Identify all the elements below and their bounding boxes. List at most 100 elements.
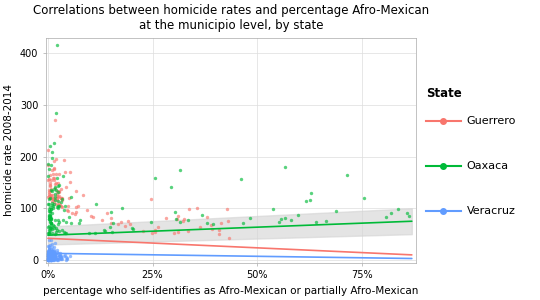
Point bbox=[49, 193, 58, 197]
Point bbox=[46, 250, 55, 255]
Point bbox=[203, 214, 212, 219]
Point bbox=[51, 171, 60, 176]
Point bbox=[45, 253, 53, 258]
Point bbox=[48, 248, 56, 252]
Point bbox=[45, 252, 53, 257]
Point bbox=[46, 219, 55, 224]
Point bbox=[48, 251, 57, 256]
Point bbox=[54, 218, 63, 223]
Point bbox=[76, 218, 85, 223]
Point bbox=[44, 253, 53, 257]
Point bbox=[49, 204, 57, 208]
Point bbox=[46, 220, 55, 225]
Point bbox=[45, 256, 54, 261]
Point bbox=[46, 257, 55, 262]
Point bbox=[126, 221, 134, 226]
Point bbox=[55, 194, 64, 199]
Point bbox=[217, 220, 226, 225]
Point bbox=[46, 220, 55, 225]
Point bbox=[48, 248, 56, 253]
Point bbox=[287, 218, 296, 222]
Point bbox=[46, 257, 55, 262]
Point bbox=[55, 254, 64, 259]
Point bbox=[198, 213, 207, 218]
Point bbox=[50, 226, 58, 230]
Y-axis label: homicide rate 2008-2014: homicide rate 2008-2014 bbox=[4, 84, 14, 216]
Point bbox=[47, 207, 56, 212]
Text: State: State bbox=[426, 87, 462, 100]
Point bbox=[52, 257, 60, 262]
Point bbox=[44, 250, 52, 255]
Point bbox=[179, 219, 187, 224]
Point bbox=[48, 227, 57, 232]
Point bbox=[67, 220, 76, 225]
Point bbox=[44, 238, 53, 242]
Point bbox=[62, 230, 71, 235]
Point bbox=[45, 231, 53, 236]
Point bbox=[45, 247, 53, 252]
Point bbox=[51, 187, 60, 192]
Point bbox=[59, 158, 68, 163]
Point bbox=[46, 255, 55, 260]
Point bbox=[89, 215, 97, 220]
Point bbox=[72, 209, 80, 214]
Point bbox=[53, 203, 62, 208]
Point bbox=[45, 257, 53, 262]
Point bbox=[48, 167, 56, 172]
Point bbox=[48, 155, 57, 160]
Point bbox=[46, 193, 55, 197]
Point bbox=[45, 230, 53, 235]
Point bbox=[45, 255, 53, 260]
Point bbox=[46, 249, 55, 254]
Point bbox=[45, 212, 53, 217]
Point bbox=[49, 256, 58, 261]
Point bbox=[45, 249, 53, 254]
Point bbox=[50, 158, 58, 163]
Point bbox=[44, 256, 53, 261]
Point bbox=[45, 197, 53, 202]
Point bbox=[47, 252, 56, 256]
Point bbox=[49, 167, 58, 171]
Point bbox=[55, 254, 64, 258]
Point bbox=[208, 227, 217, 232]
Point bbox=[56, 257, 64, 262]
Point bbox=[72, 188, 80, 193]
Point bbox=[108, 230, 117, 235]
Point bbox=[50, 256, 58, 261]
Title: Correlations between homicide rates and percentage Afro-Mexican
at the municipio: Correlations between homicide rates and … bbox=[33, 4, 429, 32]
Point bbox=[45, 255, 54, 260]
Point bbox=[180, 217, 188, 222]
Point bbox=[146, 196, 155, 201]
Point bbox=[57, 195, 65, 200]
Point bbox=[51, 256, 59, 261]
Point bbox=[48, 249, 57, 254]
Point bbox=[44, 252, 52, 257]
Point bbox=[44, 254, 53, 259]
Point bbox=[45, 253, 53, 258]
Point bbox=[44, 148, 53, 153]
Point bbox=[47, 257, 56, 262]
Point bbox=[56, 253, 64, 258]
Point bbox=[48, 211, 57, 215]
Point bbox=[50, 255, 59, 260]
Point bbox=[48, 257, 57, 262]
Point bbox=[44, 257, 52, 262]
Point bbox=[45, 256, 54, 261]
Point bbox=[207, 222, 216, 227]
Point bbox=[184, 217, 192, 222]
Point bbox=[51, 232, 59, 236]
Point bbox=[46, 178, 55, 182]
Point bbox=[53, 181, 62, 185]
Point bbox=[50, 251, 59, 256]
Point bbox=[151, 176, 159, 180]
Point bbox=[50, 223, 58, 228]
Point bbox=[49, 257, 58, 262]
Point bbox=[45, 213, 54, 218]
Point bbox=[91, 202, 100, 207]
Point bbox=[129, 227, 137, 232]
Point bbox=[44, 255, 53, 260]
Point bbox=[45, 252, 54, 257]
Point bbox=[52, 204, 61, 209]
Point bbox=[47, 258, 56, 262]
Point bbox=[53, 189, 62, 194]
